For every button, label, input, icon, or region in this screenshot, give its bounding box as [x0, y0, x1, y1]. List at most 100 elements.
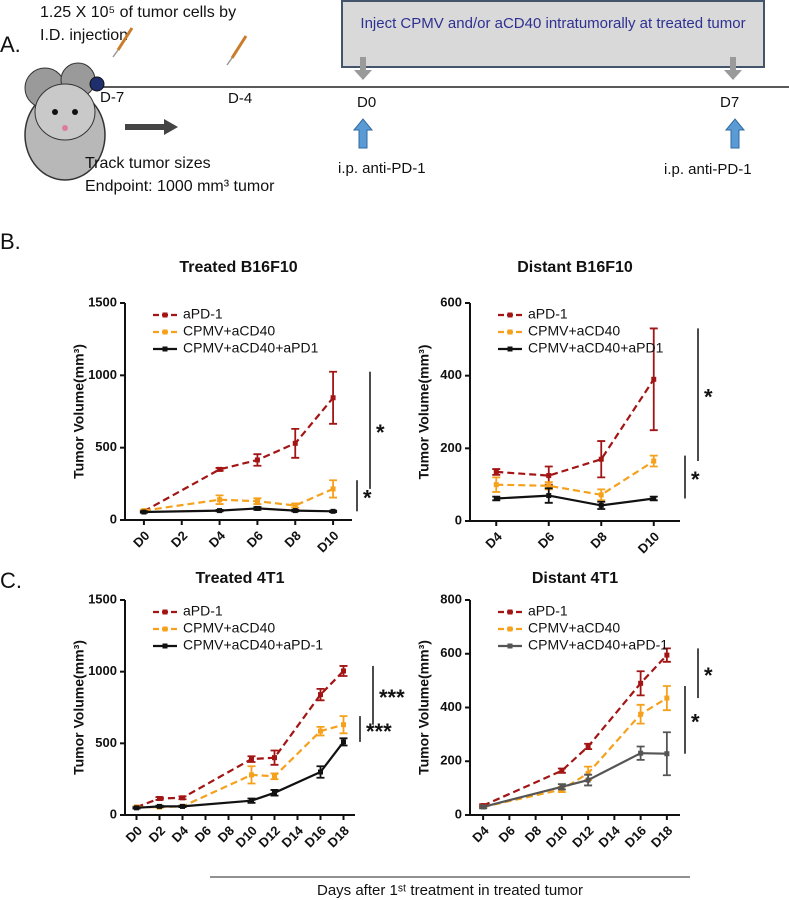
- chart-title: Treated 4T1: [196, 570, 285, 587]
- x-tick-label: D12: [256, 823, 283, 850]
- series-line: [143, 397, 334, 513]
- data-point: [217, 497, 223, 503]
- data-point: [585, 777, 591, 783]
- x-tick-label: D8: [281, 528, 303, 550]
- x-tick-label: D4: [169, 822, 192, 845]
- legend-marker: [507, 312, 513, 318]
- legend-label: CPMV+aCD40: [183, 323, 275, 339]
- legend-marker: [162, 609, 168, 615]
- data-point: [651, 376, 657, 382]
- x-tick-label: D14: [279, 822, 307, 850]
- legend-label: aPD-1: [183, 603, 223, 619]
- y-axis-label: Tumor Volume(mm³): [416, 640, 432, 775]
- x-tick-label: D18: [325, 823, 352, 850]
- data-point: [598, 456, 604, 462]
- y-tick-label: 800: [440, 591, 462, 606]
- data-point: [272, 790, 277, 796]
- legend-label: CPMV+aCD40+aPD1: [183, 340, 319, 356]
- y-tick-label: 1000: [88, 367, 117, 382]
- injection-note: I.D. injection: [40, 27, 128, 44]
- series-line: [143, 487, 334, 512]
- significance-label: *: [376, 420, 385, 445]
- data-point: [493, 469, 499, 475]
- legend-marker: [507, 609, 513, 615]
- y-tick-label: 500: [95, 735, 117, 750]
- legend-marker: [162, 643, 168, 649]
- data-point: [318, 769, 323, 775]
- data-point: [598, 502, 604, 508]
- track-text: Track tumor sizes: [85, 155, 211, 172]
- series-line: [143, 507, 334, 514]
- chart-title: Treated B16F10: [179, 259, 297, 276]
- x-tick-label: D16: [622, 823, 649, 850]
- data-point: [585, 770, 591, 776]
- syringe-icon: [112, 49, 233, 66]
- x-tick-label: D8: [587, 529, 609, 551]
- chart-title: Distant B16F10: [517, 259, 633, 276]
- legend-label: aPD-1: [183, 306, 223, 322]
- series-line: [136, 741, 345, 809]
- y-tick-label: 500: [95, 439, 117, 454]
- data-point: [341, 739, 346, 745]
- y-tick-label: 200: [440, 440, 462, 455]
- chart-title: Distant 4T1: [532, 570, 618, 587]
- data-point: [318, 692, 323, 698]
- data-point: [254, 457, 260, 463]
- x-tick-label: D4: [206, 527, 229, 550]
- data-point: [341, 722, 346, 728]
- legend-marker: [162, 346, 168, 352]
- y-tick-label: 400: [440, 367, 462, 382]
- significance-label: *: [363, 486, 372, 511]
- significance-label: *: [704, 385, 713, 410]
- legend-label: CPMV+aCD40: [528, 323, 620, 339]
- data-point: [651, 458, 657, 464]
- data-point: [180, 795, 185, 801]
- legend-marker: [507, 643, 513, 649]
- footer-text: Days after 1ˢᵗ treatment in treated tumo…: [317, 882, 583, 899]
- x-tick-label: D18: [648, 823, 675, 850]
- legend-marker: [507, 329, 513, 335]
- data-point: [272, 773, 277, 779]
- data-point: [249, 756, 254, 762]
- panel-label: B.: [0, 229, 21, 254]
- x-tick-label: D2: [168, 528, 190, 550]
- y-tick-label: 1500: [88, 591, 117, 606]
- data-point: [546, 493, 552, 499]
- data-point: [638, 711, 644, 717]
- legend-label: aPD-1: [528, 306, 568, 322]
- data-point: [272, 755, 277, 761]
- significance-label: ***: [379, 685, 405, 710]
- data-point: [493, 482, 499, 488]
- data-point: [546, 483, 552, 489]
- data-point: [141, 509, 147, 515]
- y-axis-label: Tumor Volume(mm³): [71, 344, 87, 479]
- data-point: [341, 668, 346, 674]
- significance-label: *: [691, 467, 700, 492]
- x-tick-label: D14: [595, 822, 623, 850]
- y-tick-label: 0: [110, 511, 117, 526]
- data-point: [638, 680, 644, 686]
- x-tick-label: D4: [482, 528, 505, 551]
- y-tick-label: 600: [440, 645, 462, 660]
- data-point: [664, 695, 670, 701]
- y-tick-label: 200: [440, 753, 462, 768]
- data-point: [292, 440, 298, 446]
- x-tick-label: D10: [635, 529, 662, 556]
- y-tick-label: 1000: [88, 663, 117, 678]
- x-tick-label: D2: [146, 823, 168, 845]
- data-point: [598, 492, 604, 498]
- y-tick-label: 0: [455, 806, 462, 821]
- data-point: [157, 803, 162, 809]
- x-tick-label: D10: [233, 823, 260, 850]
- x-tick-label: D4: [469, 822, 492, 845]
- data-point: [546, 473, 552, 479]
- data-point: [249, 798, 254, 804]
- data-point: [330, 486, 336, 492]
- significance-label: *: [704, 663, 713, 688]
- data-point: [180, 803, 185, 809]
- x-tick-label: D10: [314, 528, 341, 555]
- y-axis-label: Tumor Volume(mm³): [416, 345, 432, 480]
- anti-pd1-label: i.p. anti-PD-1: [338, 160, 426, 177]
- series-line: [482, 752, 667, 808]
